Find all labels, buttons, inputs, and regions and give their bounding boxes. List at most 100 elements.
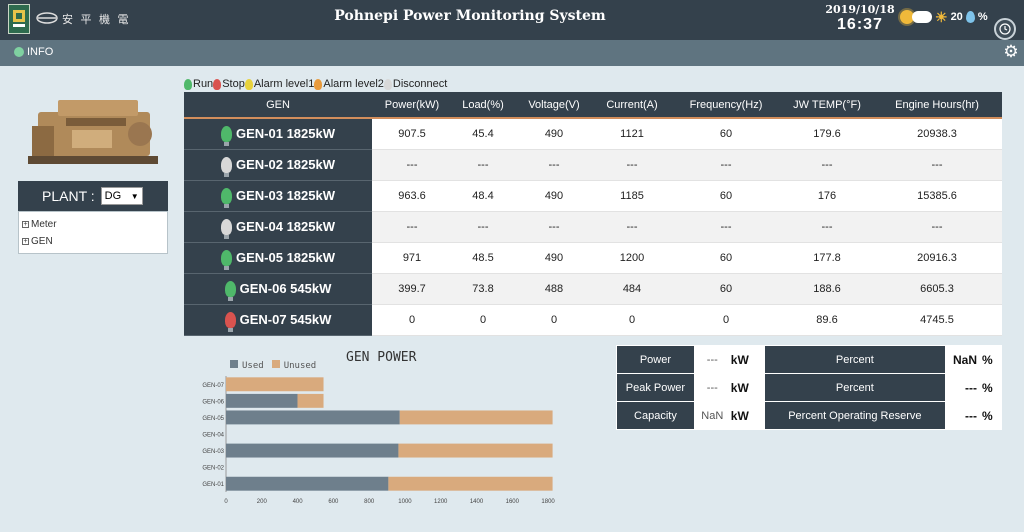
status-bulb-icon: [221, 156, 232, 177]
table-cell: 399.7: [372, 273, 452, 305]
table-cell: 1200: [594, 242, 670, 274]
x-tick-label: 1600: [506, 499, 520, 505]
gen-name-cell[interactable]: GEN-04 1825kW: [184, 211, 372, 243]
legend-unused: Unused: [271, 360, 316, 371]
expand-icon[interactable]: +: [22, 221, 29, 228]
gen-name-cell[interactable]: GEN-07 545kW: [184, 304, 372, 336]
tree-item-meter[interactable]: + Meter: [22, 216, 164, 233]
table-cell: ---: [782, 149, 872, 181]
x-tick-label: 200: [257, 499, 268, 505]
summary-label: Peak Power: [616, 373, 695, 402]
table-cell: 0: [372, 304, 452, 336]
bar-used: [226, 393, 298, 408]
col-engine-hours: Engine Hours(hr): [872, 92, 1002, 119]
clock-button[interactable]: [994, 18, 1016, 40]
table-cell: ---: [372, 211, 452, 243]
plant-dropdown[interactable]: DG ▼: [100, 187, 143, 205]
tree-item-label: Meter: [31, 219, 57, 230]
summary-label: Capacity: [616, 401, 695, 430]
table-row[interactable]: GEN-03 1825kW 963.6 48.4 490 1185 60 176 15385.…: [184, 180, 1002, 212]
bar-unused: [226, 377, 324, 392]
gen-name: GEN-04 1825kW: [236, 219, 335, 234]
summary-unit: kW: [729, 345, 765, 374]
gen-name-cell[interactable]: GEN-03 1825kW: [184, 180, 372, 212]
table-row[interactable]: GEN-07 545kW 0 0 0 0 0 89.6 4745.5: [184, 304, 1002, 336]
table-row[interactable]: GEN-05 1825kW 971 48.5 490 1200 60 177.8 20916.…: [184, 242, 1002, 274]
info-link[interactable]: INFO: [14, 46, 53, 58]
col-frequency: Frequency(Hz): [670, 92, 782, 119]
status-bulb-icon: [221, 187, 232, 208]
summary-percent-value: ---: [945, 401, 982, 430]
table-cell: ---: [782, 211, 872, 243]
table-row[interactable]: GEN-06 545kW 399.7 73.8 488 484 60 188.6 6605.3: [184, 273, 1002, 305]
table-cell: 488: [514, 273, 594, 305]
legend-used-label: Used: [242, 361, 264, 371]
summary-percent-unit: %: [981, 401, 1002, 430]
table-cell: 6605.3: [872, 273, 1002, 305]
table-row[interactable]: GEN-02 1825kW --- --- --- --- --- --- ---: [184, 149, 1002, 181]
table-cell: 1121: [594, 118, 670, 150]
table-cell: 20916.3: [872, 242, 1002, 274]
category-tick-label: GEN-05: [202, 416, 224, 422]
x-tick-label: 400: [293, 499, 304, 505]
summary-percent-label: Percent Operating Reserve: [763, 401, 947, 430]
bar-used: [226, 443, 399, 458]
info-bar: INFO ⚙: [0, 40, 1024, 66]
settings-gear-icon[interactable]: ⚙: [1003, 42, 1019, 61]
sun-icon: ☀: [935, 8, 948, 25]
summary-percent-value: NaN: [945, 345, 982, 374]
table-cell: ---: [872, 149, 1002, 181]
x-tick-label: 1200: [434, 499, 448, 505]
table-cell: ---: [452, 211, 514, 243]
legend-alarm1: Alarm level1: [253, 78, 315, 90]
table-cell: 89.6: [782, 304, 872, 336]
summary-value: NaN: [693, 401, 731, 430]
table-cell: ---: [514, 211, 594, 243]
table-cell: 188.6: [782, 273, 872, 305]
expand-icon[interactable]: +: [22, 238, 29, 245]
home-icon: [14, 47, 24, 57]
summary-table: Power --- kW Percent NaN % Peak Power --…: [616, 345, 1002, 430]
x-tick-label: 0: [224, 499, 228, 505]
table-row[interactable]: GEN-01 1825kW 907.5 45.4 490 1121 60 179.6 2093…: [184, 118, 1002, 150]
table-cell: 0: [514, 304, 594, 336]
gen-name-cell[interactable]: GEN-01 1825kW: [184, 118, 372, 150]
status-bulb-icon: [224, 280, 236, 301]
table-cell: 60: [670, 273, 782, 305]
legend-disconnect: Disconnect: [392, 78, 448, 90]
summary-row: Capacity NaN kW Percent Operating Reserv…: [616, 401, 1002, 430]
chart-title: GEN POWER: [346, 350, 417, 365]
legend-stop: Stop: [222, 78, 245, 90]
table-cell: 490: [514, 118, 594, 150]
table-cell: ---: [514, 149, 594, 181]
run-bulb-icon: [184, 78, 192, 90]
table-cell: 971: [372, 242, 452, 274]
table-cell: 4745.5: [872, 304, 1002, 336]
table-header-row: GEN Power(kW) Load(%) Voltage(V) Current…: [184, 92, 1002, 119]
table-cell: ---: [594, 211, 670, 243]
company-name: 安 平 機 電: [62, 13, 131, 26]
category-tick-label: GEN-04: [202, 433, 224, 439]
status-bulb-icon: [221, 249, 232, 270]
category-tick-label: GEN-07: [202, 383, 224, 389]
gen-name-cell[interactable]: GEN-06 545kW: [184, 273, 372, 305]
legend-used: Used: [230, 360, 264, 371]
gen-name-cell[interactable]: GEN-02 1825kW: [184, 149, 372, 181]
current-date: 2019/10/18: [825, 3, 895, 16]
humidity-unit: %: [977, 11, 988, 23]
plant-selector: PLANT : DG ▼: [18, 181, 168, 211]
table-row[interactable]: GEN-04 1825kW --- --- --- --- --- --- ---: [184, 211, 1002, 243]
chart-legend: Used Unused: [230, 360, 316, 371]
gen-name-cell[interactable]: GEN-05 1825kW: [184, 242, 372, 274]
info-label: INFO: [27, 46, 54, 58]
table-cell: 484: [594, 273, 670, 305]
tree-item-label: GEN: [31, 236, 53, 247]
legend-alarm2: Alarm level2: [323, 78, 384, 90]
category-tick-label: GEN-03: [202, 449, 224, 455]
app-header: 安 平 機 電 Pohnepi Power Monitoring System …: [0, 0, 1024, 40]
table-cell: 73.8: [452, 273, 514, 305]
bar-unused: [399, 410, 553, 425]
table-cell: ---: [872, 211, 1002, 243]
tree-item-gen[interactable]: + GEN: [22, 233, 164, 250]
table-cell: 0: [594, 304, 670, 336]
